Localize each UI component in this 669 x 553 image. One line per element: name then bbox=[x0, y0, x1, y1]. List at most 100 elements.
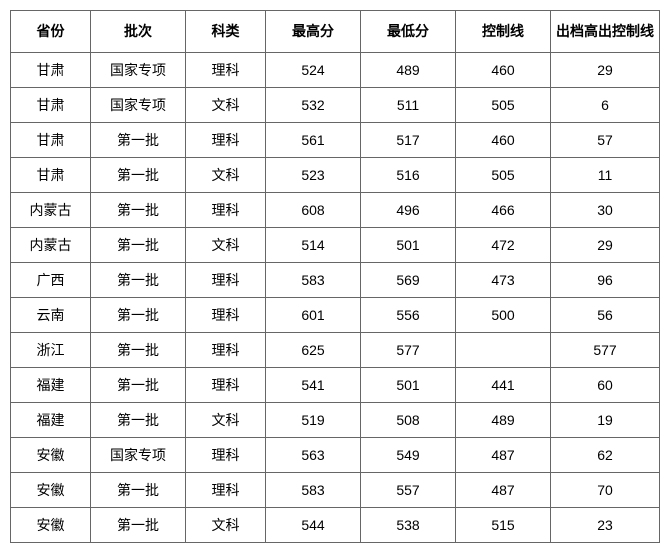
table-cell: 501 bbox=[361, 368, 456, 403]
table-cell: 文科 bbox=[186, 508, 266, 543]
table-cell: 文科 bbox=[186, 403, 266, 438]
table-cell: 国家专项 bbox=[91, 53, 186, 88]
table-cell: 浙江 bbox=[11, 333, 91, 368]
table-cell: 30 bbox=[551, 193, 660, 228]
table-row: 内蒙古第一批理科60849646630 bbox=[11, 193, 660, 228]
table-cell: 第一批 bbox=[91, 263, 186, 298]
table-cell: 460 bbox=[456, 123, 551, 158]
table-row: 甘肃第一批文科52351650511 bbox=[11, 158, 660, 193]
table-cell: 19 bbox=[551, 403, 660, 438]
admission-score-table: 省份 批次 科类 最高分 最低分 控制线 出档高出控制线 甘肃国家专项理科524… bbox=[10, 10, 660, 543]
table-cell: 583 bbox=[266, 263, 361, 298]
table-cell: 505 bbox=[456, 88, 551, 123]
header-max: 最高分 bbox=[266, 11, 361, 53]
table-cell: 第一批 bbox=[91, 193, 186, 228]
table-cell: 523 bbox=[266, 158, 361, 193]
table-cell: 6 bbox=[551, 88, 660, 123]
table-cell: 569 bbox=[361, 263, 456, 298]
table-cell: 583 bbox=[266, 473, 361, 508]
table-cell: 500 bbox=[456, 298, 551, 333]
table-cell: 496 bbox=[361, 193, 456, 228]
table-row: 安徽第一批文科54453851523 bbox=[11, 508, 660, 543]
table-cell: 57 bbox=[551, 123, 660, 158]
table-cell: 29 bbox=[551, 228, 660, 263]
table-cell bbox=[456, 333, 551, 368]
header-row: 省份 批次 科类 最高分 最低分 控制线 出档高出控制线 bbox=[11, 11, 660, 53]
table-cell: 577 bbox=[551, 333, 660, 368]
table-cell: 62 bbox=[551, 438, 660, 473]
header-subject: 科类 bbox=[186, 11, 266, 53]
table-cell: 516 bbox=[361, 158, 456, 193]
table-row: 福建第一批文科51950848919 bbox=[11, 403, 660, 438]
table-cell: 安徽 bbox=[11, 473, 91, 508]
table-cell: 514 bbox=[266, 228, 361, 263]
table-row: 内蒙古第一批文科51450147229 bbox=[11, 228, 660, 263]
table-cell: 理科 bbox=[186, 368, 266, 403]
table-cell: 556 bbox=[361, 298, 456, 333]
table-cell: 96 bbox=[551, 263, 660, 298]
table-cell: 第一批 bbox=[91, 298, 186, 333]
table-cell: 福建 bbox=[11, 368, 91, 403]
table-cell: 第一批 bbox=[91, 368, 186, 403]
table-cell: 文科 bbox=[186, 158, 266, 193]
table-cell: 23 bbox=[551, 508, 660, 543]
table-cell: 473 bbox=[456, 263, 551, 298]
table-row: 福建第一批理科54150144160 bbox=[11, 368, 660, 403]
table-cell: 第一批 bbox=[91, 123, 186, 158]
table-cell: 577 bbox=[361, 333, 456, 368]
table-row: 广西第一批理科58356947396 bbox=[11, 263, 660, 298]
table-cell: 489 bbox=[456, 403, 551, 438]
header-province: 省份 bbox=[11, 11, 91, 53]
table-cell: 561 bbox=[266, 123, 361, 158]
table-cell: 70 bbox=[551, 473, 660, 508]
table-cell: 508 bbox=[361, 403, 456, 438]
table-cell: 第一批 bbox=[91, 228, 186, 263]
header-batch: 批次 bbox=[91, 11, 186, 53]
table-row: 浙江第一批理科625577577 bbox=[11, 333, 660, 368]
table-cell: 541 bbox=[266, 368, 361, 403]
table-header: 省份 批次 科类 最高分 最低分 控制线 出档高出控制线 bbox=[11, 11, 660, 53]
table-cell: 安徽 bbox=[11, 438, 91, 473]
table-cell: 557 bbox=[361, 473, 456, 508]
table-row: 甘肃国家专项文科5325115056 bbox=[11, 88, 660, 123]
table-row: 甘肃第一批理科56151746057 bbox=[11, 123, 660, 158]
table-cell: 云南 bbox=[11, 298, 91, 333]
table-cell: 11 bbox=[551, 158, 660, 193]
table-cell: 理科 bbox=[186, 53, 266, 88]
table-row: 安徽第一批理科58355748770 bbox=[11, 473, 660, 508]
table-cell: 29 bbox=[551, 53, 660, 88]
table-cell: 甘肃 bbox=[11, 158, 91, 193]
table-cell: 甘肃 bbox=[11, 123, 91, 158]
table-cell: 理科 bbox=[186, 193, 266, 228]
table-cell: 472 bbox=[456, 228, 551, 263]
table-cell: 538 bbox=[361, 508, 456, 543]
table-cell: 第一批 bbox=[91, 158, 186, 193]
table-cell: 理科 bbox=[186, 333, 266, 368]
table-cell: 625 bbox=[266, 333, 361, 368]
table-cell: 文科 bbox=[186, 228, 266, 263]
table-cell: 460 bbox=[456, 53, 551, 88]
table-cell: 理科 bbox=[186, 298, 266, 333]
table-cell: 515 bbox=[456, 508, 551, 543]
header-control: 控制线 bbox=[456, 11, 551, 53]
table-cell: 内蒙古 bbox=[11, 193, 91, 228]
table-row: 云南第一批理科60155650056 bbox=[11, 298, 660, 333]
table-cell: 519 bbox=[266, 403, 361, 438]
table-cell: 60 bbox=[551, 368, 660, 403]
table-cell: 第一批 bbox=[91, 508, 186, 543]
table-cell: 甘肃 bbox=[11, 88, 91, 123]
table-cell: 理科 bbox=[186, 473, 266, 508]
table-cell: 549 bbox=[361, 438, 456, 473]
table-cell: 第一批 bbox=[91, 403, 186, 438]
table-cell: 441 bbox=[456, 368, 551, 403]
table-cell: 487 bbox=[456, 438, 551, 473]
table-cell: 544 bbox=[266, 508, 361, 543]
table-cell: 理科 bbox=[186, 263, 266, 298]
table-cell: 理科 bbox=[186, 123, 266, 158]
table-cell: 608 bbox=[266, 193, 361, 228]
table-cell: 505 bbox=[456, 158, 551, 193]
table-cell: 524 bbox=[266, 53, 361, 88]
table-cell: 第一批 bbox=[91, 333, 186, 368]
table-cell: 理科 bbox=[186, 438, 266, 473]
table-row: 安徽国家专项理科56354948762 bbox=[11, 438, 660, 473]
